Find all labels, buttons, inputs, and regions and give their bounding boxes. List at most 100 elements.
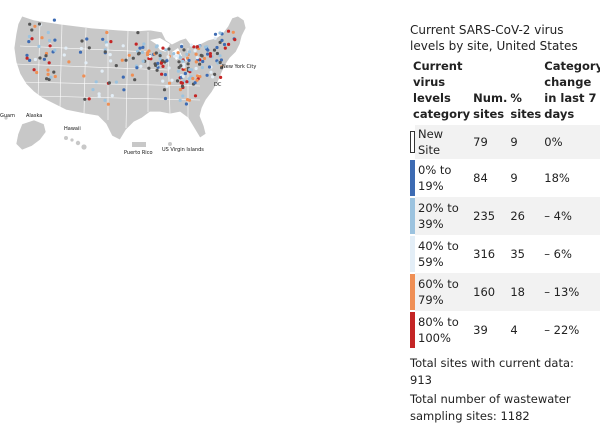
site-marker[interactable] [107, 81, 111, 85]
site-marker[interactable] [122, 88, 126, 92]
site-marker[interactable] [105, 43, 109, 47]
site-marker[interactable] [184, 102, 188, 106]
site-marker[interactable] [103, 98, 107, 102]
site-marker[interactable] [175, 79, 180, 83]
site-marker[interactable] [190, 68, 194, 72]
site-marker[interactable] [163, 73, 167, 77]
site-marker[interactable] [110, 94, 114, 98]
site-marker[interactable] [218, 40, 222, 45]
site-marker[interactable] [97, 94, 101, 99]
site-marker[interactable] [148, 54, 152, 59]
site-marker[interactable] [172, 52, 176, 56]
site-marker[interactable] [161, 46, 165, 50]
site-marker[interactable] [53, 48, 57, 52]
site-marker[interactable] [215, 51, 219, 56]
site-marker[interactable] [206, 48, 210, 52]
site-marker[interactable] [180, 84, 185, 88]
site-marker[interactable] [203, 45, 208, 49]
site-marker[interactable] [133, 78, 137, 82]
site-marker[interactable] [87, 97, 91, 101]
site-marker[interactable] [147, 49, 151, 53]
site-marker[interactable] [161, 64, 165, 68]
wastewater-site-map[interactable]: New York City DC Guam Alaska Hawaii Puer… [0, 0, 262, 175]
site-marker[interactable] [161, 59, 165, 63]
site-marker[interactable] [185, 52, 189, 57]
site-marker[interactable] [33, 57, 38, 62]
site-marker[interactable] [103, 50, 107, 54]
site-marker[interactable] [185, 98, 190, 102]
site-marker[interactable] [40, 36, 44, 40]
site-marker[interactable] [223, 46, 227, 50]
site-marker[interactable] [25, 56, 29, 60]
site-marker[interactable] [47, 77, 51, 82]
site-marker[interactable] [220, 66, 224, 70]
site-marker[interactable] [114, 64, 118, 68]
site-marker[interactable] [131, 56, 135, 60]
site-marker[interactable] [27, 34, 31, 39]
site-marker[interactable] [109, 59, 113, 63]
site-marker[interactable] [62, 53, 66, 57]
site-marker[interactable] [156, 61, 160, 65]
site-marker[interactable] [166, 55, 170, 59]
site-marker[interactable] [114, 80, 118, 84]
site-marker[interactable] [32, 68, 36, 72]
site-marker[interactable] [167, 81, 172, 85]
site-marker[interactable] [130, 73, 134, 77]
site-marker[interactable] [105, 30, 109, 35]
site-marker[interactable] [219, 58, 223, 62]
site-marker[interactable] [215, 45, 219, 50]
site-marker[interactable] [167, 47, 171, 51]
site-marker[interactable] [155, 44, 159, 48]
site-marker[interactable] [30, 37, 34, 41]
site-marker[interactable] [218, 54, 222, 58]
site-marker[interactable] [52, 70, 56, 74]
site-marker[interactable] [189, 43, 193, 47]
site-marker[interactable] [182, 62, 186, 66]
site-marker[interactable] [83, 97, 87, 101]
site-marker[interactable] [28, 22, 32, 26]
site-marker[interactable] [218, 60, 222, 65]
site-marker[interactable] [181, 59, 185, 63]
site-marker[interactable] [158, 54, 162, 58]
site-marker[interactable] [121, 44, 125, 48]
site-marker[interactable] [35, 70, 39, 75]
site-marker[interactable] [84, 61, 88, 65]
site-marker[interactable] [183, 71, 187, 76]
site-marker[interactable] [198, 62, 202, 66]
site-marker[interactable] [87, 46, 91, 50]
site-marker[interactable] [67, 60, 71, 64]
site-marker[interactable] [147, 66, 151, 70]
site-marker[interactable] [173, 54, 177, 58]
site-marker[interactable] [154, 51, 158, 55]
site-marker[interactable] [85, 37, 89, 41]
site-marker[interactable] [195, 45, 199, 49]
site-marker[interactable] [109, 40, 113, 44]
site-marker[interactable] [106, 102, 110, 106]
site-marker[interactable] [137, 51, 141, 55]
site-marker[interactable] [42, 57, 47, 61]
site-marker[interactable] [78, 50, 83, 54]
site-marker[interactable] [64, 46, 68, 50]
site-marker[interactable] [176, 51, 180, 55]
site-marker[interactable] [164, 48, 168, 52]
site-marker[interactable] [97, 92, 101, 96]
site-marker[interactable] [182, 48, 186, 52]
site-marker[interactable] [141, 45, 145, 50]
site-marker[interactable] [141, 59, 145, 63]
site-marker[interactable] [213, 36, 217, 40]
site-marker[interactable] [46, 68, 50, 72]
site-marker[interactable] [52, 18, 57, 22]
site-marker[interactable] [170, 78, 174, 82]
site-marker[interactable] [191, 76, 195, 81]
site-marker[interactable] [165, 59, 169, 63]
site-marker[interactable] [108, 53, 112, 57]
site-marker[interactable] [49, 75, 53, 79]
site-marker[interactable] [205, 73, 209, 77]
site-marker[interactable] [45, 77, 49, 81]
site-marker[interactable] [142, 42, 146, 46]
site-marker[interactable] [46, 72, 50, 76]
site-marker[interactable] [82, 74, 86, 78]
site-marker[interactable] [124, 58, 128, 62]
site-marker[interactable] [167, 66, 171, 70]
site-marker[interactable] [33, 24, 37, 28]
